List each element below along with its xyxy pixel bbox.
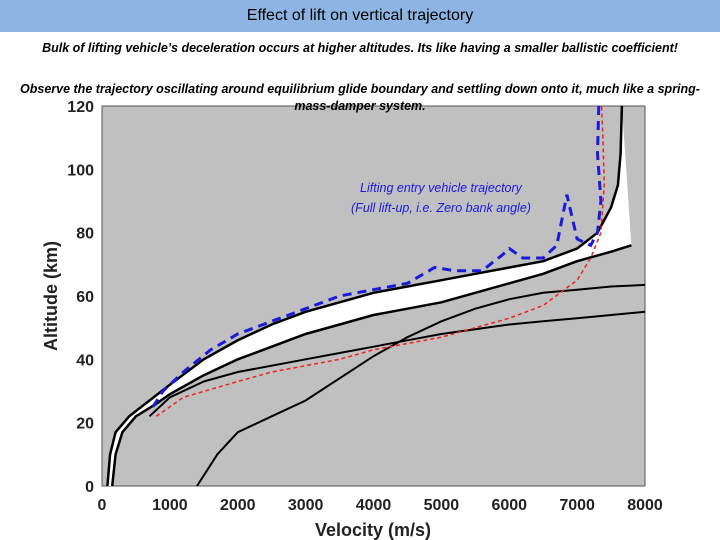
y-axis-label: Altitude (km) xyxy=(41,241,61,351)
corridor-lower-boundary xyxy=(110,244,632,487)
x-tick-label: 7000 xyxy=(559,497,595,514)
boundary-line-1 xyxy=(196,283,646,487)
x-tick-label: 8000 xyxy=(627,497,663,514)
x-tick-label: 4000 xyxy=(356,497,392,514)
note-oscillation: Observe the trajectory oscillating aroun… xyxy=(20,82,700,113)
ballistic-trajectory xyxy=(155,105,606,417)
y-tick-label: 0 xyxy=(85,479,94,496)
note-deceleration: Bulk of lifting vehicle’s deceleration o… xyxy=(42,41,678,55)
y-axis-ticks: 0 20 40 60 80 100 120 xyxy=(67,99,94,496)
x-tick-label: 6000 xyxy=(491,497,527,514)
lifting-trajectory xyxy=(151,105,603,408)
y-tick-label: 120 xyxy=(67,99,94,116)
x-axis-label: Velocity (m/s) xyxy=(315,520,431,540)
annotation-line-1: Lifting entry vehicle trajectory xyxy=(360,181,523,195)
boundary-line-2 xyxy=(148,310,646,418)
y-tick-label: 20 xyxy=(76,416,94,433)
y-tick-label: 100 xyxy=(67,162,94,179)
x-tick-label: 1000 xyxy=(152,497,188,514)
y-tick-label: 80 xyxy=(76,226,94,243)
x-tick-label: 5000 xyxy=(424,497,460,514)
glide-corridor xyxy=(107,106,632,486)
x-tick-label: 3000 xyxy=(288,497,324,514)
y-tick-label: 60 xyxy=(76,289,94,306)
annotation-line-2: (Full lift-up, i.e. Zero bank angle) xyxy=(351,201,531,215)
x-axis-ticks: 0 1000 2000 3000 4000 5000 6000 7000 8000 xyxy=(98,497,663,514)
x-tick-label: 0 xyxy=(98,497,107,514)
corridor-upper-boundary xyxy=(106,105,624,487)
x-tick-label: 2000 xyxy=(220,497,256,514)
slide-title: Effect of lift on vertical trajectory xyxy=(0,0,720,32)
y-tick-label: 40 xyxy=(76,352,94,369)
